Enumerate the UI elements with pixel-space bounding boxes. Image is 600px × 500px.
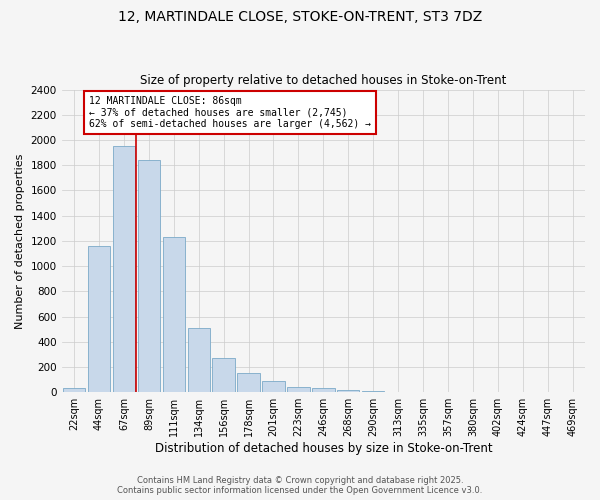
Bar [362, 391, 385, 392]
X-axis label: Distribution of detached houses by size in Stoke-on-Trent: Distribution of detached houses by size … [155, 442, 492, 455]
Bar [312, 388, 335, 392]
Bar [212, 358, 235, 392]
Bar [88, 246, 110, 392]
Bar [262, 382, 285, 392]
Bar [287, 386, 310, 392]
Bar [113, 146, 135, 392]
Text: Contains HM Land Registry data © Crown copyright and database right 2025.
Contai: Contains HM Land Registry data © Crown c… [118, 476, 482, 495]
Y-axis label: Number of detached properties: Number of detached properties [15, 153, 25, 328]
Bar [137, 160, 160, 392]
Bar [63, 388, 85, 392]
Bar [238, 372, 260, 392]
Text: 12, MARTINDALE CLOSE, STOKE-ON-TRENT, ST3 7DZ: 12, MARTINDALE CLOSE, STOKE-ON-TRENT, ST… [118, 10, 482, 24]
Title: Size of property relative to detached houses in Stoke-on-Trent: Size of property relative to detached ho… [140, 74, 506, 87]
Bar [163, 237, 185, 392]
Bar [188, 328, 210, 392]
Text: 12 MARTINDALE CLOSE: 86sqm
← 37% of detached houses are smaller (2,745)
62% of s: 12 MARTINDALE CLOSE: 86sqm ← 37% of deta… [89, 96, 371, 129]
Bar [337, 390, 359, 392]
